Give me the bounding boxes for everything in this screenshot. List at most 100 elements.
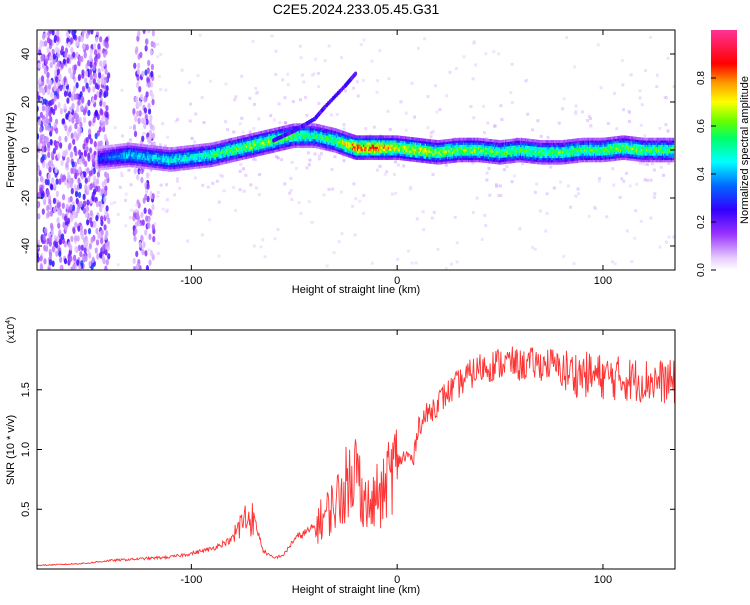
ridge-cell [209,162,213,165]
ridge-cell [340,141,344,145]
ridge-cell [422,151,425,155]
ridge-cell [264,140,267,144]
ridge-cell [112,148,115,152]
ridge-cell [259,152,262,156]
ridge-cell [175,161,178,165]
ridge-cell [137,143,140,147]
background-cell [302,80,306,84]
ridge-cell [148,153,151,157]
noise-cell [53,69,58,77]
ridge-cell [281,139,284,142]
ridge-cell [402,153,405,157]
ridge-cell [243,154,246,158]
ridge-cell [232,137,235,141]
ridge-cell [246,149,250,153]
ridge-cell [251,143,255,147]
noise-cell [75,82,79,89]
ridge-cell [323,145,326,148]
ridge-cell [307,145,310,148]
ridge-cell [397,150,401,154]
ridge-cell [280,126,283,130]
noise-cell [83,150,88,158]
ridge-cell [239,146,242,150]
noise-cell [57,152,61,159]
ridge-cell [353,149,356,153]
ridge-cell [276,140,279,143]
ridge-cell [146,159,150,163]
noise-cell [69,195,73,203]
ridge-cell [364,144,367,147]
noise-cell [133,235,137,242]
ridge-cell [100,145,103,149]
background-cell [410,81,414,85]
ridge-cell [218,140,221,144]
ridge-cell [340,143,344,147]
ridge-cell [195,155,198,159]
ridge-cell [290,143,293,147]
ridge-cell [219,144,223,148]
ridge-cell [398,142,402,146]
noise-cell [78,149,82,156]
ridge-cell [317,135,320,138]
ridge-cell [103,149,107,153]
ridge-cell [382,146,386,149]
ridge-cell [253,147,256,151]
ridge-cell [343,148,346,152]
noise-cell [39,175,44,183]
noise-cell [144,229,148,236]
ridge-cell [443,143,446,147]
noise-cell [100,219,104,227]
ridge-cell [213,146,217,150]
ridge-cell [240,155,244,158]
ridge-cell [379,152,382,156]
noise-cell [83,228,87,236]
ridge-cell [128,149,131,152]
ridge-cell [430,148,434,151]
ridge-cell [405,142,408,146]
background-cell [396,163,400,167]
ridge-cell [330,129,334,133]
ridge-cell [407,136,410,140]
background-cell [658,245,662,249]
ridge-cell [442,143,445,147]
ridge-cell [232,159,235,163]
background-cell [487,166,491,170]
noise-cell [59,142,63,149]
ridge-cell [344,146,347,150]
ridge-cell [177,168,181,171]
ridge-cell [370,152,373,156]
noise-cell [88,68,93,76]
ridge-cell [313,134,317,137]
ridge-cell [125,142,129,146]
ridge-cell [222,159,225,163]
background-cell [276,156,280,160]
ridge-cell [303,127,307,131]
ridge-cell [172,151,176,155]
ridge-cell [435,144,439,148]
ridge-cell [258,146,261,150]
background-cell [342,123,346,127]
ridge-cell [179,154,182,158]
ridge-cell [156,152,160,156]
ridge-cell [433,157,436,160]
ridge-cell [249,155,252,158]
ridge-cell [98,165,102,169]
ridge-cell [387,146,391,149]
background-cell [163,144,167,148]
ridge-cell [174,146,177,150]
ridge-cell [319,137,323,141]
noise-cell [39,42,43,49]
ridge-cell [401,146,404,150]
ridge-cell [418,144,421,148]
ridge-cell [235,138,239,142]
ridge-cell [329,135,333,139]
ridge-cell [401,142,404,146]
background-cell [337,240,341,244]
ridge-cell [351,153,355,157]
ridge-cell [156,154,160,158]
noise-cell [58,229,62,236]
noise-cell [84,177,88,184]
ridge-cell [387,135,391,139]
ridge-cell [465,150,468,154]
ridge-cell [297,145,300,148]
